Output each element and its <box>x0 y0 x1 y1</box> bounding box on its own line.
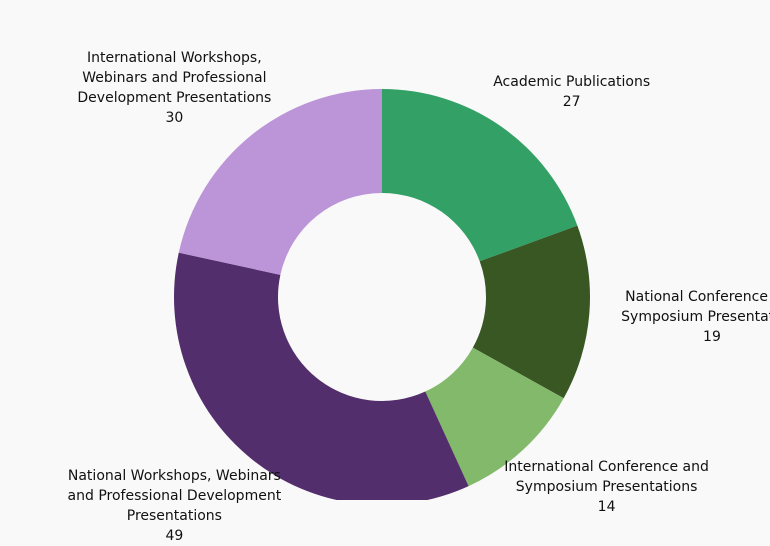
donut-segment <box>425 347 564 487</box>
segment-label: National Conference and Symposium Presen… <box>602 287 770 347</box>
category-label: National Conference and Symposium Presen… <box>621 289 770 326</box>
chart <box>174 89 590 500</box>
donut-segment <box>472 225 590 399</box>
category-label: Academic Publications <box>493 74 651 91</box>
category-label: International Conference and Symposium P… <box>504 459 709 496</box>
category-label: National Workshops, Webinars and Profess… <box>67 467 282 524</box>
segment-label: Academic Publications 27 <box>462 72 682 112</box>
category-label: International Workshops, Webinars and Pr… <box>77 50 272 107</box>
value-label: 49 <box>165 527 184 544</box>
donut-segment <box>382 89 578 262</box>
donut-segment <box>178 89 382 275</box>
donut-segment <box>174 252 469 500</box>
value-label: 30 <box>165 110 184 127</box>
page: {"chart_data": {"type": "donut", "catego… <box>64 48 770 544</box>
value-label: 14 <box>597 499 616 516</box>
segment-label: International Conference and Symposium P… <box>497 457 717 517</box>
segment-label: National Workshops, Webinars and Profess… <box>64 466 284 546</box>
value-label: 27 <box>562 94 581 111</box>
value-label: 19 <box>703 329 721 346</box>
segment-label: International Workshops, Webinars and Pr… <box>64 48 284 128</box>
